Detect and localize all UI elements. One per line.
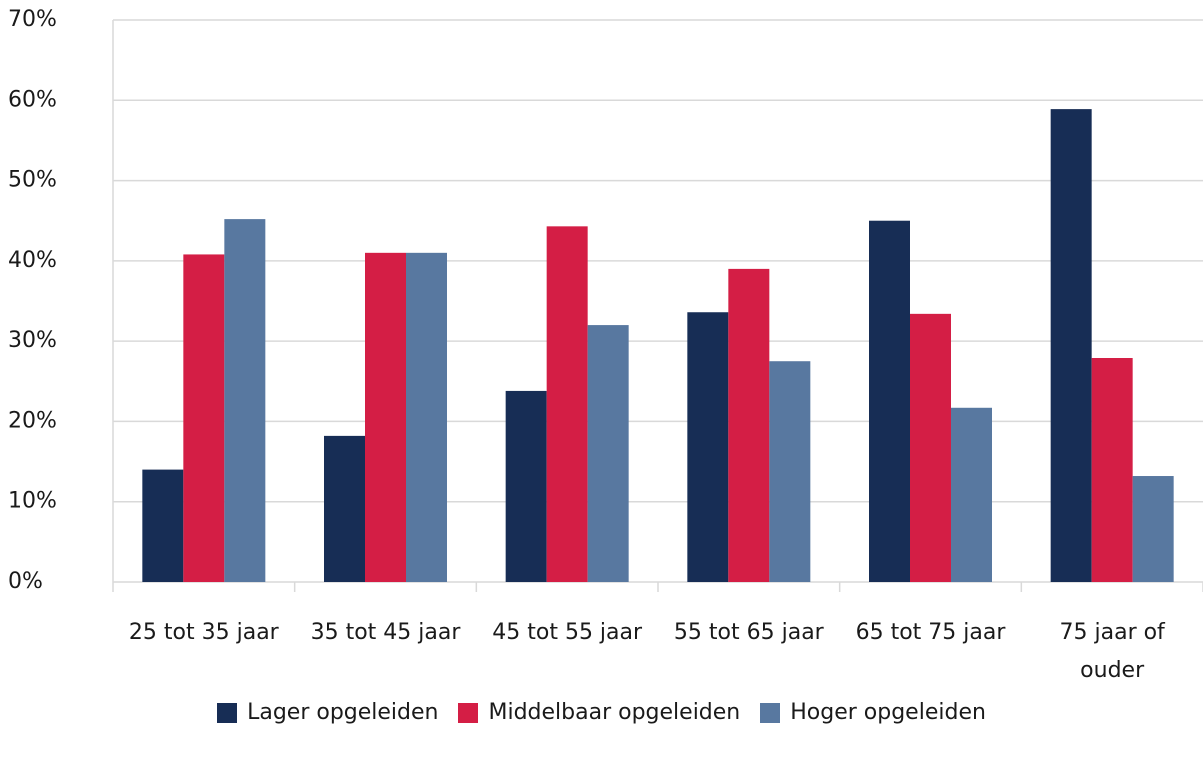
y-tick-label: 70% <box>8 7 57 32</box>
legend-swatch <box>458 702 479 723</box>
bar <box>869 220 910 582</box>
bar <box>142 469 184 582</box>
chart: 0% 10% 20% 30% 40% 50% 60% 70% <box>8 7 1203 594</box>
x-tick-label: 45 tot 55 jaar <box>492 620 643 645</box>
bar <box>546 226 588 582</box>
x-tick-label: 65 tot 75 jaar <box>855 620 1006 645</box>
x-tick-label: 55 tot 65 jaar <box>673 620 824 645</box>
y-tick-label: 10% <box>8 489 57 514</box>
bar <box>505 390 547 582</box>
bar <box>1050 109 1092 583</box>
y-tick-label: 0% <box>8 569 43 594</box>
bar <box>1091 358 1133 582</box>
bar <box>183 254 225 583</box>
bar <box>687 312 729 582</box>
bar <box>324 435 365 582</box>
bar <box>224 219 266 582</box>
legend-swatch <box>760 702 781 723</box>
y-tick-label: 60% <box>8 87 57 112</box>
legend-label: Lager opgeleiden <box>247 700 439 725</box>
x-tick-label: 25 tot 35 jaar <box>128 620 279 645</box>
legend-item: Middelbaar opgeleiden <box>458 700 740 725</box>
y-tick-label: 40% <box>8 248 57 273</box>
legend-item: Hoger opgeleiden <box>760 700 986 725</box>
legend-swatch <box>217 702 238 723</box>
bar <box>406 252 447 583</box>
bar <box>951 407 992 582</box>
x-tick-label: 35 tot 45 jaar <box>310 620 461 645</box>
bar <box>587 325 629 582</box>
legend-item: Lager opgeleiden <box>217 700 438 725</box>
bar <box>365 252 406 583</box>
bar <box>1132 476 1174 582</box>
y-tick-label: 20% <box>8 408 57 433</box>
y-tick-label: 50% <box>8 168 57 193</box>
bar <box>910 313 951 582</box>
legend-label: Hoger opgeleiden <box>790 700 986 725</box>
bar <box>728 268 770 582</box>
y-tick-label: 30% <box>8 328 57 353</box>
x-tick-label: 75 jaar of ouder <box>1059 620 1165 683</box>
legend-label: Middelbaar opgeleiden <box>488 700 741 725</box>
bar <box>769 361 811 582</box>
legend: Lager opgeleiden Middelbaar opgeleiden Hog… <box>0 700 1203 725</box>
